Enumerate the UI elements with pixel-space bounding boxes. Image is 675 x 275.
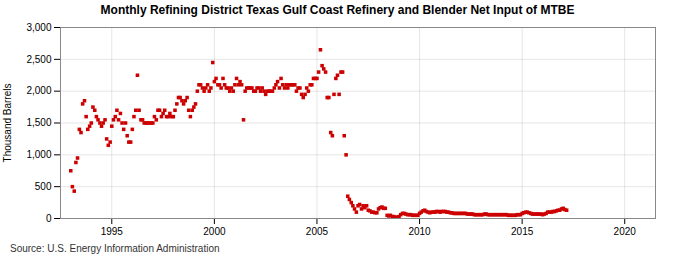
svg-text:2000: 2000 (203, 226, 226, 237)
svg-text:2020: 2020 (614, 226, 637, 237)
svg-text:2,000: 2,000 (26, 85, 51, 96)
svg-text:0: 0 (46, 213, 52, 224)
svg-text:2,500: 2,500 (26, 54, 51, 65)
svg-text:3,000: 3,000 (26, 22, 51, 33)
svg-text:500: 500 (35, 181, 52, 192)
svg-text:1,000: 1,000 (26, 149, 51, 160)
svg-text:1,500: 1,500 (26, 117, 51, 128)
svg-text:2015: 2015 (511, 226, 534, 237)
svg-text:2005: 2005 (306, 226, 329, 237)
svg-text:1995: 1995 (101, 226, 124, 237)
html-text:Source: U.S. Energy Informatio: Source: U.S. Energy Information Administ… (10, 243, 220, 254)
html-text:Monthly Refining District Texa: Monthly Refining District Texas Gulf Coa… (100, 3, 575, 17)
svg-text:Thousand Barrels: Thousand Barrels (2, 84, 13, 163)
svg-text:2010: 2010 (408, 226, 431, 237)
